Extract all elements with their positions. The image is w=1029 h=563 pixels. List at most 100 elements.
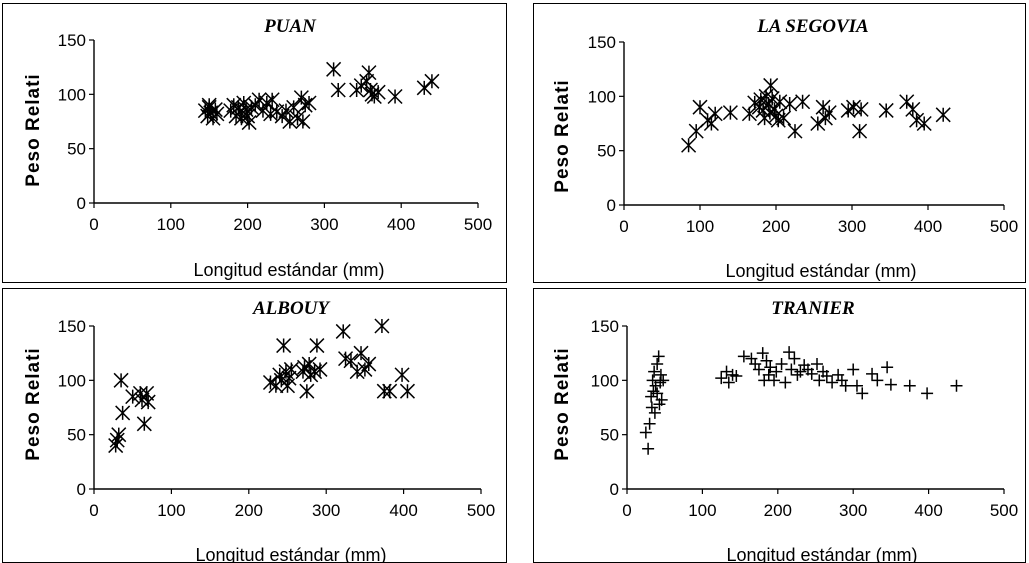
data-point <box>648 365 661 378</box>
data-point <box>399 383 416 399</box>
data-point <box>297 97 313 113</box>
data-point <box>639 426 652 439</box>
x-tick-label: 500 <box>990 217 1018 236</box>
data-point <box>935 107 951 123</box>
x-tick-label: 0 <box>619 217 628 236</box>
data-point <box>813 374 826 387</box>
data-point <box>241 115 257 131</box>
data-point <box>301 95 317 111</box>
x-tick-label: 400 <box>914 217 942 236</box>
y-tick-label: 150 <box>591 317 619 336</box>
x-axis-label: Longitud estándar (mm) <box>193 260 384 280</box>
data-point <box>651 358 664 371</box>
data-point <box>642 442 655 455</box>
data-point <box>652 350 665 363</box>
x-axis-label: Longitud estándar (mm) <box>726 545 917 563</box>
data-point <box>295 113 311 130</box>
data-point <box>654 376 667 389</box>
data-point <box>878 102 894 118</box>
data-point <box>763 77 779 93</box>
data-point <box>707 106 723 122</box>
data-point <box>299 383 315 399</box>
data-point <box>811 358 824 371</box>
data-point <box>278 103 294 119</box>
y-tick-label: 50 <box>600 426 619 445</box>
data-point <box>361 65 377 81</box>
data-point <box>295 364 311 380</box>
y-axis-label: Peso Relati <box>23 73 44 186</box>
data-point <box>125 389 141 405</box>
data-point <box>703 115 719 132</box>
data-point <box>720 365 733 378</box>
data-point <box>648 406 661 419</box>
data-point <box>293 90 309 106</box>
data-point <box>312 361 328 377</box>
data-point <box>326 61 342 77</box>
x-tick-label: 400 <box>914 501 942 520</box>
data-point <box>645 401 658 414</box>
data-point <box>416 80 432 96</box>
x-tick-label: 400 <box>387 215 415 234</box>
x-tick-label: 400 <box>389 501 417 520</box>
data-point <box>805 367 818 380</box>
data-point <box>374 318 390 334</box>
data-point <box>764 361 777 374</box>
chart-title: PUAN <box>263 16 317 37</box>
data-point <box>643 417 656 430</box>
data-point <box>783 346 796 359</box>
x-tick-label: 100 <box>157 501 185 520</box>
x-tick-label: 300 <box>838 217 866 236</box>
x-axis-label: Longitud estándar (mm) <box>725 261 916 281</box>
data-point <box>779 376 792 389</box>
scatter-chart-puan: PUAN Longitud estándar (mm) Peso Relati … <box>23 16 492 280</box>
x-tick-label: 500 <box>467 501 495 520</box>
data-point <box>768 374 781 387</box>
data-point <box>856 387 869 400</box>
x-tick-label: 100 <box>157 215 185 234</box>
y-tick-label: 100 <box>58 371 86 390</box>
data-point <box>826 376 839 389</box>
data-point <box>785 363 798 376</box>
y-tick-label: 50 <box>67 140 86 159</box>
y-tick-label: 0 <box>77 194 86 213</box>
x-tick-label: 300 <box>839 501 867 520</box>
data-point <box>752 363 765 376</box>
chart-title: ALBOUY <box>252 298 331 319</box>
data-point <box>775 358 788 371</box>
data-point <box>820 369 833 382</box>
data-point <box>853 101 869 117</box>
data-point <box>788 352 801 365</box>
x-tick-label: 300 <box>310 215 338 234</box>
data-point <box>737 350 750 363</box>
data-point <box>394 367 410 383</box>
data-point <box>264 92 280 108</box>
data-point <box>903 379 916 392</box>
data-point <box>730 369 743 382</box>
data-point <box>905 101 921 117</box>
data-point <box>654 368 667 381</box>
data-point <box>916 115 932 132</box>
x-axis-label: Longitud estándar (mm) <box>195 545 386 563</box>
data-point <box>113 372 129 388</box>
data-point <box>370 84 386 100</box>
chart-title: LA SEGOVIA <box>756 16 868 37</box>
data-point <box>140 394 156 410</box>
y-tick-label: 100 <box>58 85 86 104</box>
y-tick-label: 100 <box>591 371 619 390</box>
data-point <box>899 94 915 110</box>
data-point <box>361 356 377 372</box>
data-point <box>852 123 868 139</box>
data-point <box>646 374 659 387</box>
data-point <box>715 372 728 385</box>
data-point <box>655 393 668 406</box>
data-point <box>692 99 708 115</box>
x-tick-label: 100 <box>686 217 714 236</box>
x-tick-label: 200 <box>764 501 792 520</box>
data-point <box>881 361 894 374</box>
data-point <box>821 105 837 121</box>
scatter-panel-tranier: TRANIER Longitud estándar (mm) Peso Rela… <box>533 288 1026 563</box>
x-tick-label: 200 <box>233 215 261 234</box>
data-point <box>772 94 788 110</box>
data-point <box>762 368 775 381</box>
data-point <box>770 365 783 378</box>
